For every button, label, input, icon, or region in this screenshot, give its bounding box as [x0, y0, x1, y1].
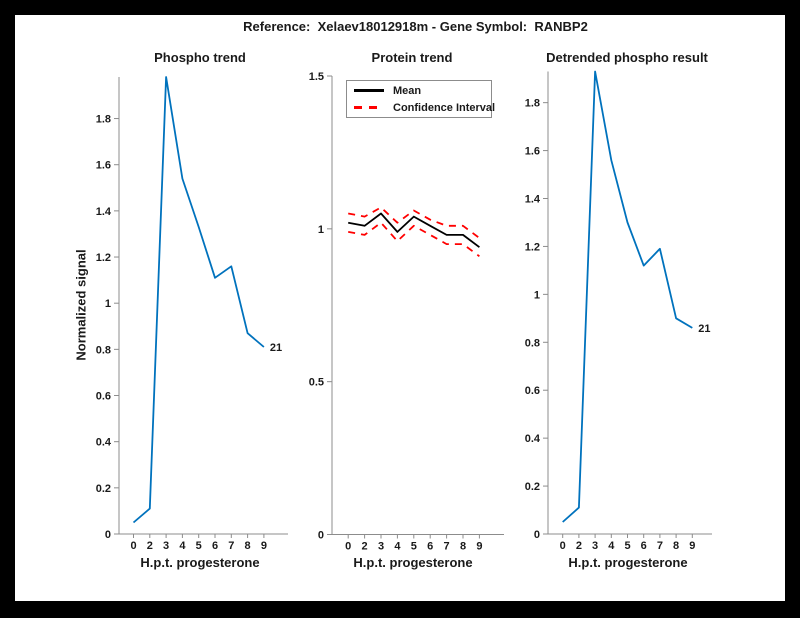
- svg-text:1: 1: [534, 289, 540, 301]
- svg-text:0.5: 0.5: [309, 377, 324, 389]
- svg-text:2: 2: [362, 541, 368, 553]
- figure-title: Reference: Xelaev18012918m - Gene Symbol…: [243, 19, 588, 34]
- svg-text:1.6: 1.6: [96, 160, 111, 172]
- svg-text:8: 8: [245, 540, 251, 552]
- subplot3-title: Detrended phospho result: [546, 50, 708, 65]
- svg-text:5: 5: [411, 541, 417, 553]
- svg-text:9: 9: [476, 541, 482, 553]
- svg-text:6: 6: [427, 541, 433, 553]
- svg-text:0: 0: [318, 530, 324, 542]
- svg-text:8: 8: [460, 541, 466, 553]
- svg-text:9: 9: [261, 540, 267, 552]
- svg-text:0.8: 0.8: [525, 337, 540, 349]
- svg-text:1: 1: [105, 298, 111, 310]
- svg-text:3: 3: [163, 540, 169, 552]
- svg-text:5: 5: [624, 540, 630, 552]
- svg-text:0.6: 0.6: [525, 385, 540, 397]
- svg-text:0: 0: [560, 540, 566, 552]
- svg-text:7: 7: [444, 541, 450, 553]
- series-line-confidence-interval-lower: [348, 221, 480, 258]
- series-line-phospho-signal: [132, 76, 265, 524]
- series-line-confidence-interval-upper: [348, 206, 480, 239]
- legend-confidence-interval-line-icon: [354, 106, 384, 109]
- legend-mean-line-icon: [354, 89, 384, 92]
- svg-text:0: 0: [130, 540, 136, 552]
- svg-text:0.4: 0.4: [96, 437, 112, 449]
- svg-text:1.2: 1.2: [96, 252, 111, 264]
- svg-text:0.6: 0.6: [96, 391, 111, 403]
- svg-text:1.5: 1.5: [309, 71, 324, 83]
- svg-text:7: 7: [657, 540, 663, 552]
- legend-entry-mean: Mean: [354, 84, 491, 98]
- subplot-2: 0 2 3 4 5 6 7 8 900.511.5: [309, 71, 504, 553]
- series-line-detrended-phospho-signal: [562, 70, 693, 523]
- svg-text:0.2: 0.2: [525, 481, 540, 493]
- svg-text:0: 0: [345, 541, 351, 553]
- endpoint-annotation: 21: [270, 342, 282, 354]
- series-line-mean: [348, 212, 480, 248]
- svg-text:3: 3: [592, 540, 598, 552]
- subplot2-x-axis-label: H.p.t. progesterone: [353, 555, 473, 570]
- legend-mean-label: Mean: [393, 84, 422, 97]
- svg-text:1: 1: [318, 224, 324, 236]
- legend-box: Mean Confidence Interval: [346, 80, 495, 118]
- svg-text:0.2: 0.2: [96, 483, 111, 495]
- svg-text:0.4: 0.4: [525, 433, 541, 445]
- subplot2-title: Protein trend: [371, 50, 453, 65]
- svg-text:5: 5: [196, 540, 202, 552]
- svg-text:7: 7: [228, 540, 234, 552]
- subplot3-x-axis-label: H.p.t. progesterone: [568, 555, 688, 570]
- svg-text:1.2: 1.2: [525, 241, 540, 253]
- endpoint-annotation: 21: [698, 323, 710, 335]
- svg-text:6: 6: [212, 540, 218, 552]
- svg-text:3: 3: [378, 541, 384, 553]
- subplot1-x-axis-label: H.p.t. progesterone: [140, 555, 260, 570]
- svg-text:4: 4: [608, 540, 615, 552]
- svg-text:2: 2: [147, 540, 153, 552]
- svg-text:9: 9: [689, 540, 695, 552]
- svg-text:0: 0: [105, 529, 111, 541]
- svg-text:0: 0: [534, 529, 540, 541]
- legend-entry-confidence-interval: Confidence Interval: [354, 101, 495, 115]
- svg-text:0.8: 0.8: [96, 344, 111, 356]
- svg-text:1.4: 1.4: [96, 206, 112, 218]
- svg-text:8: 8: [673, 540, 679, 552]
- legend-confidence-interval-label: Confidence Interval: [393, 101, 496, 114]
- svg-text:1.6: 1.6: [525, 146, 540, 158]
- svg-text:1.8: 1.8: [525, 98, 540, 110]
- svg-text:4: 4: [394, 541, 401, 553]
- svg-text:1.4: 1.4: [525, 194, 541, 206]
- svg-text:4: 4: [179, 540, 186, 552]
- subplot1-title: Phospho trend: [154, 50, 246, 65]
- subplot-1: 0 2 3 4 5 6 7 8 900.20.40.60.811.21.41.61.821: [96, 76, 288, 552]
- y-axis-label: Normalized signal: [73, 249, 89, 361]
- svg-text:1.8: 1.8: [96, 114, 111, 126]
- svg-text:2: 2: [576, 540, 582, 552]
- svg-text:6: 6: [641, 540, 647, 552]
- subplot-3: 0 2 3 4 5 6 7 8 900.20.40.60.811.21.41.61.821: [525, 70, 712, 552]
